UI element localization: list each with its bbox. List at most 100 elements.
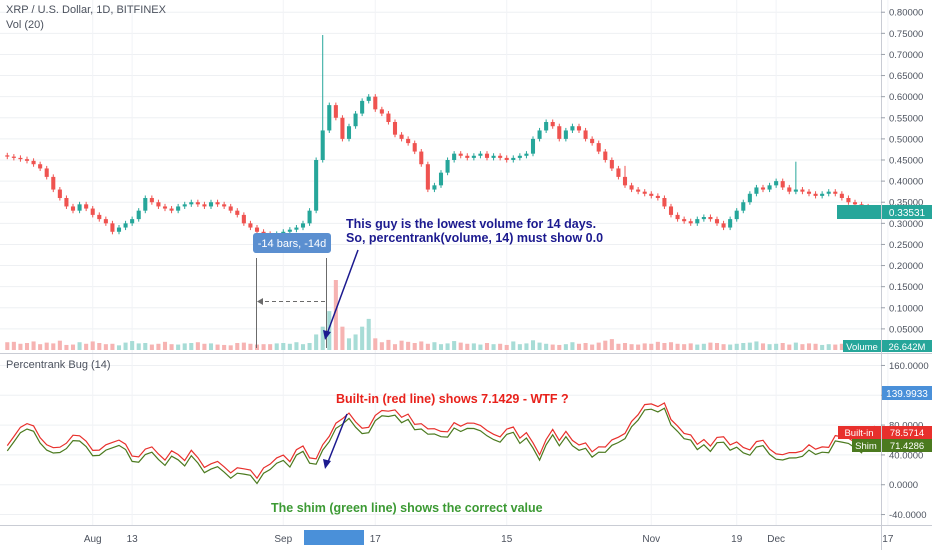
candle-body bbox=[38, 164, 43, 169]
volume-bar bbox=[64, 344, 69, 350]
volume-bar bbox=[563, 344, 568, 350]
candle-body bbox=[130, 219, 135, 224]
candle-body bbox=[346, 126, 352, 139]
volume-bar bbox=[609, 339, 614, 350]
candle-body bbox=[557, 126, 562, 139]
volume-bar bbox=[767, 344, 772, 350]
price-tick-label: 0.50000 bbox=[889, 134, 923, 145]
volume-bar bbox=[11, 341, 16, 350]
candle-body bbox=[340, 117, 345, 139]
indicator-tick-label: 0.0000 bbox=[889, 480, 918, 491]
candle-body bbox=[668, 206, 674, 215]
volume-bar bbox=[760, 343, 766, 350]
volume-bar bbox=[714, 343, 720, 350]
candle-body bbox=[307, 210, 312, 224]
candle-body bbox=[182, 204, 187, 207]
price-tick-label: 0.10000 bbox=[889, 303, 923, 314]
volume-bar bbox=[149, 344, 154, 350]
candle-body bbox=[714, 219, 720, 224]
candle-body bbox=[511, 157, 516, 160]
candle-body bbox=[123, 223, 128, 228]
indicator-tick-label: 40.0000 bbox=[889, 450, 923, 461]
volume-bar bbox=[110, 343, 115, 350]
candle-body bbox=[642, 191, 647, 194]
candle-body bbox=[64, 198, 69, 207]
time-tick-label: Sep bbox=[274, 534, 292, 545]
volume-bar bbox=[182, 343, 187, 350]
measure-label: -14 bars, -14d bbox=[258, 238, 326, 250]
builtin-line bbox=[6, 402, 875, 480]
volume-bar bbox=[333, 280, 338, 350]
candle-body bbox=[813, 193, 818, 196]
volume-bar bbox=[353, 334, 358, 350]
candle-body bbox=[84, 204, 89, 209]
volume-bar bbox=[833, 344, 838, 350]
candle-body bbox=[70, 206, 76, 211]
candle-body bbox=[215, 202, 220, 205]
candle-body bbox=[386, 113, 391, 122]
candle-body bbox=[852, 202, 858, 205]
volume-bar bbox=[366, 318, 371, 350]
candle-body bbox=[491, 155, 496, 158]
candle-body bbox=[77, 204, 82, 211]
last-price-value: 0.33531 bbox=[889, 208, 926, 219]
candle-body bbox=[143, 198, 148, 211]
volume-bar bbox=[222, 344, 227, 350]
candle-body bbox=[353, 113, 358, 127]
volume-bar bbox=[708, 342, 713, 350]
candle-body bbox=[754, 187, 759, 194]
candle-body bbox=[498, 155, 503, 158]
volume-bar bbox=[465, 343, 470, 350]
candle-body bbox=[31, 160, 36, 165]
candle-body bbox=[682, 219, 687, 222]
volume-bar bbox=[228, 345, 233, 350]
price-tick-label: 0.15000 bbox=[889, 282, 923, 293]
indicator-label: Percentrank Bug (14) bbox=[6, 359, 111, 371]
candle-body bbox=[90, 208, 95, 215]
volume-bar bbox=[570, 342, 575, 350]
builtin-arrow-line bbox=[327, 413, 348, 463]
candle-body bbox=[11, 156, 16, 158]
candle-body bbox=[675, 214, 680, 220]
volume-bar bbox=[143, 343, 148, 350]
candle-body bbox=[603, 151, 608, 160]
volume-bar bbox=[84, 343, 89, 350]
price-tick-label: 0.05000 bbox=[889, 324, 923, 335]
candle-body bbox=[44, 168, 49, 177]
volume-bar bbox=[511, 341, 516, 350]
date-cursor-tag bbox=[304, 530, 364, 545]
candle-body bbox=[425, 164, 430, 190]
volume-bar bbox=[176, 344, 181, 350]
volume-bar bbox=[162, 341, 168, 350]
candle-body bbox=[202, 204, 207, 207]
candle-body bbox=[570, 126, 575, 131]
volume-bar bbox=[478, 344, 483, 350]
price-tick-label: 0.55000 bbox=[889, 113, 923, 124]
volume-bar bbox=[616, 343, 621, 350]
volume-bar bbox=[314, 334, 319, 350]
volume-bar bbox=[156, 343, 161, 350]
candle-body bbox=[162, 206, 168, 209]
candle-body bbox=[741, 202, 746, 211]
candle-body bbox=[478, 153, 483, 156]
candle-body bbox=[360, 100, 365, 114]
candle-body bbox=[156, 202, 161, 207]
volume-bar bbox=[130, 341, 135, 350]
candle-body bbox=[189, 202, 194, 205]
price-tick-label: 0.80000 bbox=[889, 8, 923, 19]
volume-bar bbox=[57, 340, 62, 350]
volume-bar bbox=[787, 344, 792, 350]
volume-bar bbox=[294, 342, 299, 350]
volume-bar bbox=[44, 342, 49, 350]
volume-bar bbox=[583, 343, 588, 350]
volume-bar bbox=[793, 342, 798, 350]
volume-bar bbox=[524, 343, 529, 350]
volume-bar bbox=[287, 343, 292, 350]
candle-body bbox=[649, 193, 654, 196]
candle-body bbox=[432, 185, 437, 190]
volume-bar bbox=[550, 344, 555, 350]
volume-bar bbox=[517, 344, 522, 350]
cursor-value: 139.9933 bbox=[886, 389, 928, 400]
